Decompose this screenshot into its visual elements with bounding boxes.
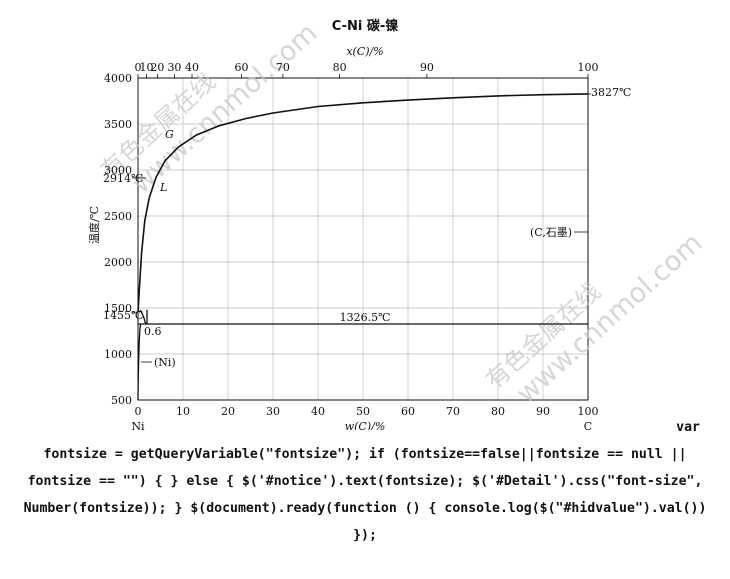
phase-diagram-svg: 有色金属在线www.cnnmol.com有色金属在线www.cnnmol.com… — [87, 17, 708, 430]
point-label-solubility: 0.6 — [144, 325, 162, 338]
top-tick-label: 90 — [420, 61, 434, 74]
top-tick-label: 0 — [135, 61, 142, 74]
phase-label-nickel-solid: (Ni) — [154, 356, 176, 369]
top-tick-label: 20 — [150, 61, 164, 74]
code-snippet-first-word: var — [676, 420, 700, 435]
y-tick-label: 1000 — [104, 348, 132, 361]
x-tick-label: 20 — [221, 405, 235, 418]
element-right-label: C — [584, 420, 592, 430]
element-left-label: Ni — [131, 420, 145, 430]
code-snippet-body: fontsize = getQueryVariable("fontsize");… — [23, 447, 707, 543]
phase-label-gas: G — [165, 128, 174, 141]
tick-layer: 0 10 20 30 40 50 60 70 80 90 100500100015002000250… — [104, 61, 599, 418]
top-axis-label: x(C)/% — [346, 45, 383, 58]
x-tick-label: 40 — [311, 405, 325, 418]
x-tick-label: 70 — [446, 405, 460, 418]
y-tick-label: 2000 — [104, 256, 132, 269]
phase-boundary-line-1 — [137, 93, 589, 313]
temp-label-ni-melting: 1455℃ — [103, 309, 143, 322]
y-axis-label: 温度/℃ — [87, 206, 101, 244]
phase-boundary-line-2 — [138, 309, 148, 325]
temp-label-eutectic-left: 2914℃ — [103, 172, 143, 185]
curve-layer — [132, 93, 591, 401]
x-tick-label: 0 — [135, 405, 142, 418]
temp-label-eutectic: 1326.5℃ — [340, 311, 391, 324]
x-tick-label: 50 — [356, 405, 370, 418]
y-tick-label: 500 — [111, 394, 132, 407]
top-tick-label: 40 — [185, 61, 199, 74]
x-tick-label: 100 — [578, 405, 599, 418]
phase-diagram-figure: 有色金属在线 www.cnnmol.com 有色金属在线 www.cnnmol.com… — [87, 17, 708, 430]
top-tick-label: 70 — [276, 61, 290, 74]
top-tick-label: 30 — [167, 61, 181, 74]
bottom-axis-label: w(C)/% — [345, 420, 386, 430]
plot-frame — [137, 77, 589, 401]
phase-label-graphite: (C,石墨) — [530, 226, 572, 239]
grid-layer — [137, 77, 589, 401]
figure-title: C-Ni 碳-镍 — [332, 18, 399, 34]
x-tick-label: 80 — [491, 405, 505, 418]
phase-label-liquid: L — [159, 181, 167, 194]
x-tick-label: 30 — [266, 405, 280, 418]
code-snippet-text: var fontsize = getQueryVariable("fontsize… — [0, 414, 730, 549]
top-tick-label: 10 — [140, 61, 154, 74]
x-tick-label: 90 — [536, 405, 550, 418]
x-tick-label: 10 — [176, 405, 190, 418]
y-tick-label: 3000 — [104, 164, 132, 177]
temp-label-c-melting: 3827℃ — [591, 86, 631, 99]
y-tick-label: 3500 — [104, 118, 132, 131]
top-tick-label: 60 — [235, 61, 249, 74]
y-tick-label: 4000 — [104, 72, 132, 85]
phase-boundary-line-4 — [137, 323, 142, 401]
x-tick-label: 60 — [401, 405, 415, 418]
top-tick-label: 80 — [333, 61, 347, 74]
y-tick-label: 2500 — [104, 210, 132, 223]
y-tick-label: 1500 — [104, 302, 132, 315]
top-tick-label: 100 — [578, 61, 599, 74]
